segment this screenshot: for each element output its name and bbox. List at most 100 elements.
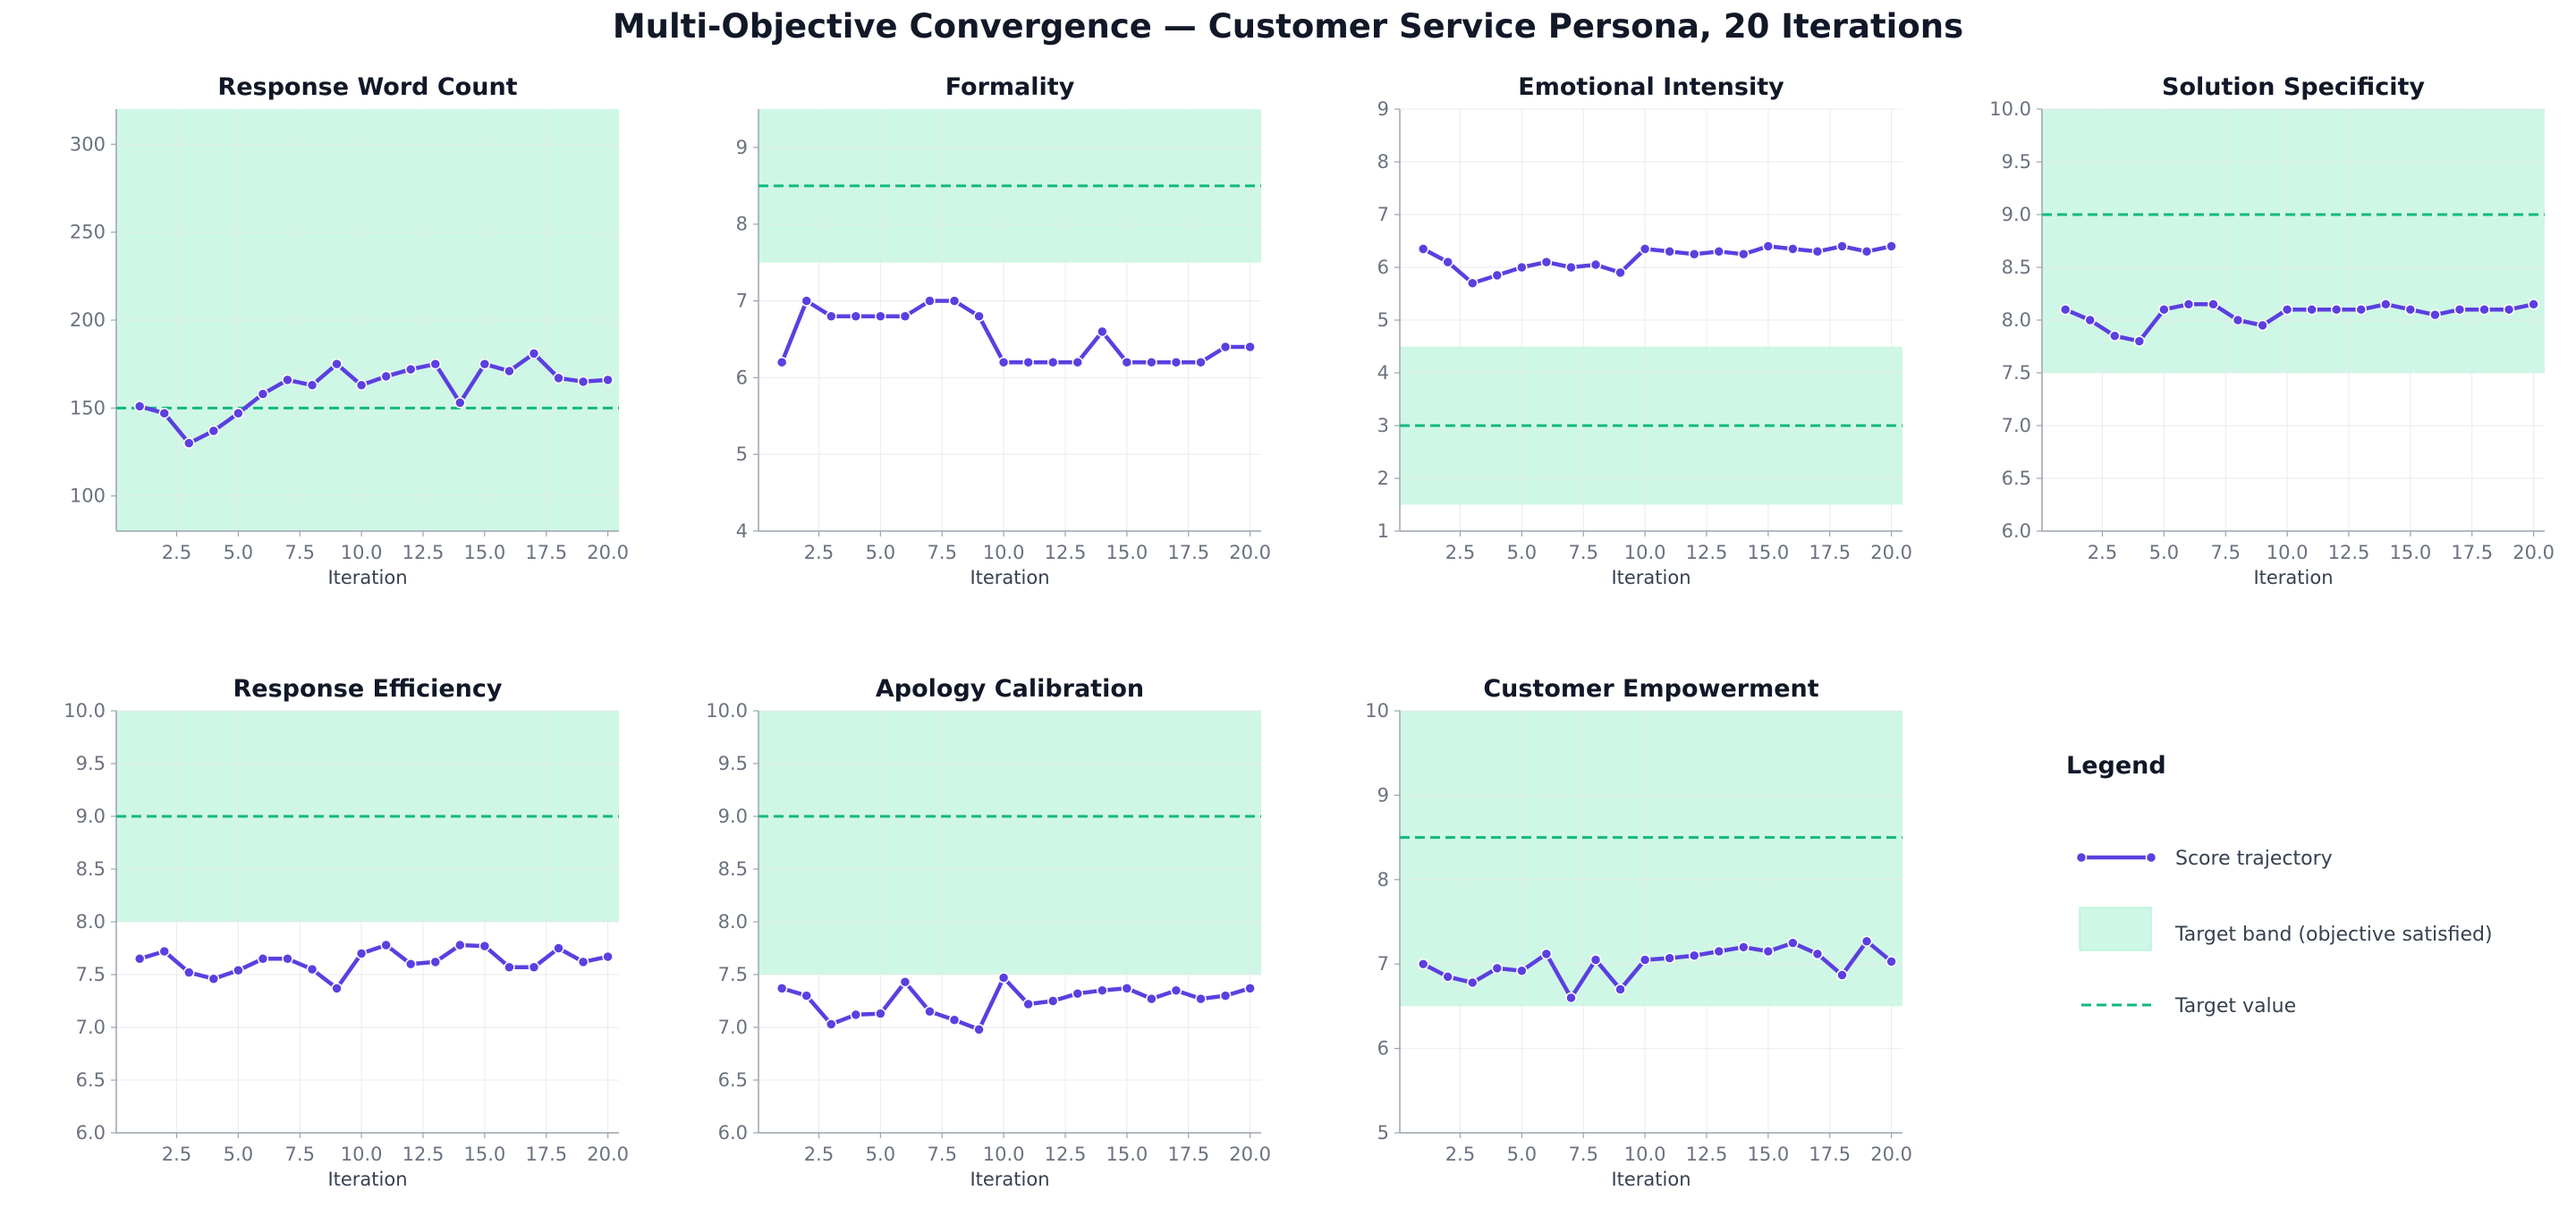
panel-title: Response Efficiency [233,675,502,703]
x-tick-label: 5.0 [866,1144,895,1165]
y-tick-label: 200 [70,309,106,331]
x-axis-label: Iteration [970,1169,1049,1190]
trajectory-point [183,437,195,449]
x-tick-label: 5.0 [2149,542,2179,563]
x-tick-label: 10.0 [1624,1144,1666,1165]
trajectory-point [1121,356,1133,368]
x-axis-label: Iteration [1611,1169,1690,1190]
trajectory-point [1860,246,1873,258]
y-tick-label: 9.5 [76,753,106,774]
x-axis-label: Iteration [1611,567,1690,588]
trajectory-point [504,365,515,377]
x-tick-label: 12.5 [1686,542,1728,563]
trajectory-point [2059,303,2072,316]
trajectory-point [183,967,195,978]
trajectory-point [1417,243,1429,255]
panel-title: Formality [945,73,1075,101]
trajectory-point [1787,243,1799,255]
y-tick-label: 8.0 [718,911,748,933]
trajectory-point [1540,256,1553,268]
x-tick-label: 10.0 [983,1144,1025,1165]
panel-response-word-count: 100 150 200 250 300 2.5 5.0 7.5 10.0 12.5 15.0 17.5… [70,73,629,588]
y-tick-label: 1 [1377,520,1389,542]
trajectory-point [479,358,491,370]
score-trajectory-line [780,299,1250,365]
trajectory-point [158,407,170,419]
trajectory-point [528,961,540,973]
trajectory-point [775,983,788,994]
trajectory-point [875,310,886,322]
trajectory-point [899,310,911,322]
x-tick-label: 12.5 [1045,1144,1087,1165]
trajectory-point [1639,954,1651,966]
y-tick-label: 4 [1377,362,1389,384]
trajectory-point [577,956,589,968]
y-tick-label: 7.0 [718,1017,748,1038]
x-tick-label: 12.5 [1045,542,1087,563]
y-tick-label: 100 [70,486,106,507]
trajectory-point [2281,303,2293,316]
trajectory-point [1836,241,1848,252]
trajectory-point [775,356,788,368]
x-tick-label: 2.5 [1445,1144,1475,1165]
trajectory-point [1688,950,1700,962]
panel-customer-empowerment: 5 6 7 8 9 10 2.5 5.0 7.5 10.0 12.5 15.0 17.5 20.0 Cust… [1365,675,1912,1190]
panel-title: Apology Calibration [876,675,1144,703]
trajectory-point [2429,308,2441,321]
trajectory-point [479,940,491,952]
x-tick-label: 2.5 [804,542,834,563]
x-tick-label: 20.0 [1870,542,1912,563]
trajectory-point [826,1018,837,1030]
y-tick-label: 6 [1377,1038,1389,1060]
trajectory-point [306,379,318,392]
trajectory-point [504,961,515,973]
y-tick-label: 10.0 [706,700,748,722]
trajectory-point [1046,995,1059,1007]
trajectory-point [1097,984,1108,996]
x-tick-label: 17.5 [1809,542,1851,563]
trajectory-point [1688,249,1700,260]
x-tick-label: 10.0 [341,1144,383,1165]
legend-item-band: Target band (objective satisfied) [2079,907,2493,951]
x-tick-label: 20.0 [2512,542,2555,563]
trajectory-point [355,948,368,959]
y-tick-label: 4 [736,520,748,542]
y-tick-label: 6.5 [718,1069,748,1091]
panel-apology-calibration: 6.0 6.5 7.0 7.5 8.0 8.5 9.0 9.5 10.0 2.5 5.0 7.5 10.… [706,675,1271,1190]
trajectory-point [355,379,368,392]
x-tick-label: 7.5 [2211,542,2241,563]
trajectory-point [997,356,1010,368]
trajectory-point [331,358,343,370]
trajectory-point [1219,341,1232,353]
trajectory-point [1442,971,1453,983]
x-tick-label: 2.5 [162,1144,191,1165]
panel-emotional-intensity: 1 2 3 4 5 6 7 8 9 2.5 5.0 7.5 10.0 12.5 15.0 17.5 20.0 Em… [1377,73,1912,588]
x-tick-label: 15.0 [463,1144,505,1165]
x-axis-label: Iteration [327,1169,407,1190]
trajectory-point [1170,356,1182,368]
trajectory-point [404,958,417,970]
trajectory-point [1811,246,1824,258]
trajectory-point [2479,303,2490,316]
trajectory-point [1072,987,1084,1000]
panel-response-efficiency: 6.0 6.5 7.0 7.5 8.0 8.5 9.0 9.5 10.0 2.5 5.0 7.5 10.… [64,675,629,1190]
x-tick-label: 17.5 [1809,1144,1851,1165]
trajectory-point [1540,948,1553,960]
trajectory-point [1097,325,1108,338]
x-tick-label: 17.5 [525,542,567,563]
x-tick-label: 10.0 [2267,542,2309,563]
x-tick-label: 12.5 [402,542,445,563]
panel-title: Solution Specificity [2162,73,2425,101]
trajectory-point [1516,965,1528,977]
trajectory-point [2528,299,2539,310]
legend-trajectory-marker [2075,851,2088,864]
trajectory-point [2133,335,2146,347]
trajectory-point [1442,256,1453,268]
trajectory-point [2453,303,2466,316]
x-tick-label: 2.5 [1445,542,1475,563]
x-axis-label: Iteration [2253,567,2333,588]
y-tick-label: 2 [1377,468,1389,489]
trajectory-point [1072,356,1084,368]
trajectory-point [875,1008,886,1019]
y-tick-label: 9 [1377,784,1389,806]
